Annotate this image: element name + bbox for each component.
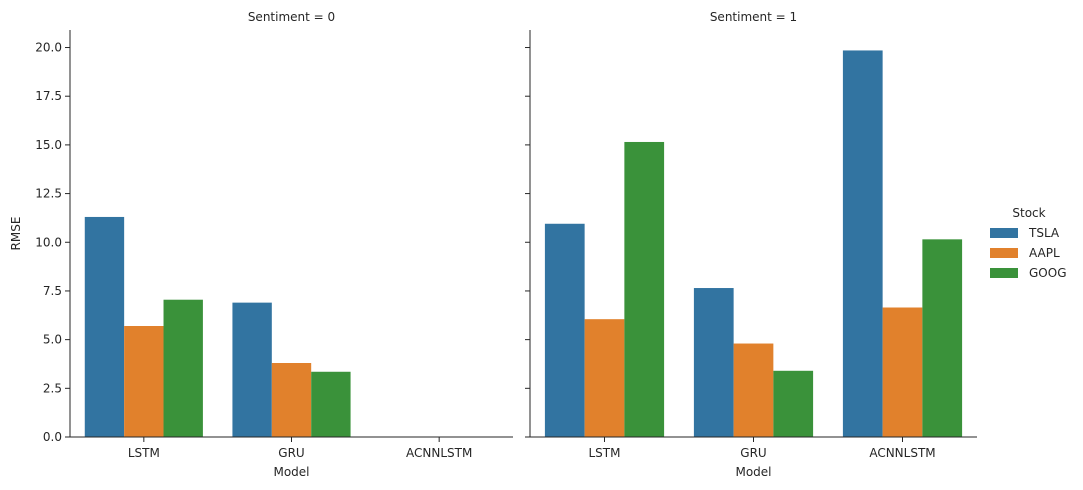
bar-gru-goog bbox=[773, 370, 814, 437]
legend: Stock TSLA AAPL GOOG bbox=[990, 206, 1067, 280]
legend-swatch-aapl bbox=[990, 248, 1018, 258]
panel-1-y-ticks bbox=[525, 47, 530, 438]
bar-acnnlstm-tsla bbox=[842, 50, 883, 437]
y-tick-label: 15.0 bbox=[35, 138, 62, 152]
bar-gru-tsla bbox=[232, 302, 272, 437]
bar-acnnlstm-goog bbox=[922, 239, 963, 437]
panel-sentiment-1: Sentiment = 1 LSTM GRU ACNNLSTM Model bbox=[525, 10, 977, 479]
x-tick-label: GRU bbox=[278, 446, 304, 460]
legend-swatch-tsla bbox=[990, 228, 1018, 238]
bar-gru-aapl bbox=[271, 363, 312, 437]
x-tick-label: LSTM bbox=[589, 446, 621, 460]
panel-1-bars bbox=[544, 50, 963, 437]
bar-lstm-aapl bbox=[584, 319, 625, 437]
y-tick-label: 2.5 bbox=[43, 381, 62, 395]
legend-title: Stock bbox=[1012, 206, 1045, 220]
panel-1-title: Sentiment = 1 bbox=[710, 10, 797, 24]
legend-swatch-goog bbox=[990, 268, 1018, 278]
legend-entries: TSLA AAPL GOOG bbox=[990, 226, 1067, 280]
bar-lstm-goog bbox=[163, 299, 203, 437]
bar-gru-aapl bbox=[733, 343, 774, 437]
y-tick-label: 7.5 bbox=[43, 284, 62, 298]
y-axis-label: RMSE bbox=[9, 217, 23, 251]
y-tick-label: 20.0 bbox=[35, 41, 62, 55]
bar-lstm-goog bbox=[624, 141, 665, 437]
y-tick-label: 10.0 bbox=[35, 235, 62, 249]
y-tick-label: 17.5 bbox=[35, 89, 62, 103]
panel-1-x-ticks: LSTM GRU ACNNLSTM bbox=[589, 437, 936, 460]
x-tick-label: ACNNLSTM bbox=[869, 446, 935, 460]
bar-lstm-aapl bbox=[124, 326, 164, 437]
bar-lstm-tsla bbox=[544, 223, 585, 437]
panel-0-y-ticks: 0.0 2.5 5.0 7.5 10.0 12.5 15.0 17.5 20.0 bbox=[35, 41, 70, 444]
x-tick-label: ACNNLSTM bbox=[406, 446, 472, 460]
y-tick-label: 12.5 bbox=[35, 187, 62, 201]
legend-label-aapl: AAPL bbox=[1029, 246, 1060, 260]
panel-0-x-axis-label: Model bbox=[273, 465, 309, 479]
panel-0-bars bbox=[84, 216, 351, 437]
bar-acnnlstm-aapl bbox=[882, 307, 923, 437]
y-tick-label: 0.0 bbox=[43, 430, 62, 444]
panel-0-x-ticks: LSTM GRU ACNNLSTM bbox=[128, 437, 472, 460]
bar-gru-tsla bbox=[693, 288, 734, 437]
panel-sentiment-0: Sentiment = 0 0.0 2.5 5.0 7.5 10.0 12.5 15.0 17… bbox=[9, 10, 513, 479]
y-tick-label: 5.0 bbox=[43, 333, 62, 347]
legend-label-goog: GOOG bbox=[1029, 266, 1067, 280]
x-tick-label: LSTM bbox=[128, 446, 160, 460]
bar-gru-goog bbox=[311, 371, 351, 437]
panel-0-title: Sentiment = 0 bbox=[248, 10, 335, 24]
legend-label-tsla: TSLA bbox=[1028, 226, 1060, 240]
x-tick-label: GRU bbox=[740, 446, 766, 460]
bar-lstm-tsla bbox=[84, 216, 125, 437]
panel-1-x-axis-label: Model bbox=[735, 465, 771, 479]
